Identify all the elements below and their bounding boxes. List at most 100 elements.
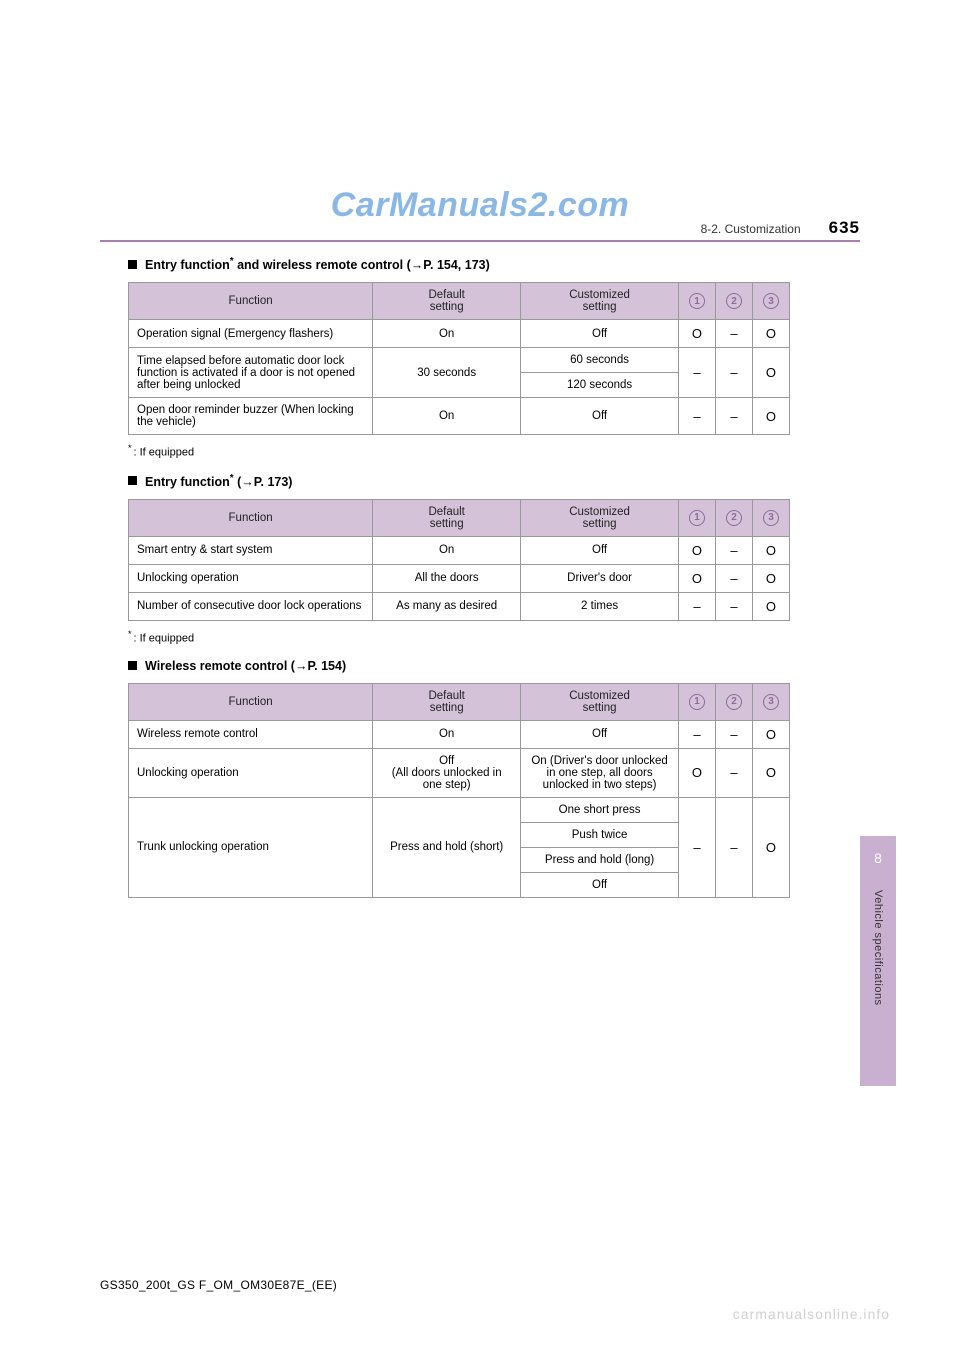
settings-table: FunctionDefaultsettingCustomizedsetting 1… bbox=[128, 282, 790, 435]
footnote: *: If equipped bbox=[128, 629, 860, 645]
cell-custom: Push twice bbox=[521, 822, 679, 847]
settings-table: FunctionDefaultsettingCustomizedsetting 1… bbox=[128, 683, 790, 898]
settings-table: FunctionDefaultsettingCustomizedsetting 1… bbox=[128, 499, 790, 621]
cell-indicator: O bbox=[752, 564, 789, 592]
table-row: Operation signal (Emergency flashers)On O… bbox=[129, 320, 790, 348]
cell-default: On bbox=[373, 320, 521, 348]
footer-code: GS350_200t_GS F_OM_OM30E87E_(EE) bbox=[100, 1278, 337, 1292]
col-function: Function bbox=[129, 499, 373, 536]
cell-indicator: – bbox=[679, 797, 716, 897]
col-custom: Customizedsetting bbox=[521, 683, 679, 720]
footnote: *: If equipped bbox=[128, 443, 860, 459]
table-row: Unlocking operationOff(All doors unlocke… bbox=[129, 748, 790, 797]
cell-indicator: – bbox=[715, 797, 752, 897]
cell-custom: Off bbox=[521, 720, 679, 748]
circle-number-icon: 3 bbox=[763, 694, 779, 710]
col-custom: Customizedsetting bbox=[521, 283, 679, 320]
cell-function: Operation signal (Emergency flashers) bbox=[129, 320, 373, 348]
section-title-text: Entry function* (→P. 173) bbox=[145, 473, 292, 489]
cell-indicator: O bbox=[752, 536, 789, 564]
table-row: Wireless remote controlOnOff––O bbox=[129, 720, 790, 748]
circle-number-icon: 1 bbox=[689, 694, 705, 710]
cell-indicator: O bbox=[752, 320, 789, 348]
side-tab-number: 8 bbox=[874, 850, 882, 866]
cell-indicator: – bbox=[679, 592, 716, 620]
cell-indicator: O bbox=[752, 348, 789, 398]
cell-indicator: O bbox=[679, 748, 716, 797]
cell-indicator: O bbox=[752, 398, 789, 435]
cell-custom: One short press bbox=[521, 797, 679, 822]
cell-custom: Off bbox=[521, 398, 679, 435]
cell-indicator: O bbox=[752, 592, 789, 620]
col-indicator-1: 1 bbox=[679, 283, 716, 320]
cell-indicator: – bbox=[715, 592, 752, 620]
table-row: Number of consecutive door lock operatio… bbox=[129, 592, 790, 620]
side-tab-label: Vehicle specifications bbox=[872, 890, 884, 1006]
circle-number-icon: 1 bbox=[689, 293, 705, 309]
section-title-text: Wireless remote control (→P. 154) bbox=[145, 659, 346, 673]
cell-indicator: O bbox=[679, 320, 716, 348]
table-row: Smart entry & start systemOnOffO–O bbox=[129, 536, 790, 564]
watermark-bottom: carmanualsonline.info bbox=[733, 1306, 890, 1322]
col-indicator-1: 1 bbox=[679, 499, 716, 536]
section-title: Entry function* and wireless remote cont… bbox=[128, 256, 860, 272]
circle-number-icon: 2 bbox=[726, 694, 742, 710]
cell-indicator: O bbox=[752, 748, 789, 797]
col-indicator-3: 3 bbox=[752, 499, 789, 536]
col-default: Defaultsetting bbox=[373, 683, 521, 720]
cell-default: Off(All doors unlocked in one step) bbox=[373, 748, 521, 797]
cell-indicator: – bbox=[679, 720, 716, 748]
bullet-icon bbox=[128, 661, 137, 670]
col-indicator-3: 3 bbox=[752, 683, 789, 720]
circle-number-icon: 1 bbox=[689, 510, 705, 526]
bullet-icon bbox=[128, 476, 137, 485]
section-title: Entry function* (→P. 173) bbox=[128, 473, 860, 489]
cell-indicator: – bbox=[679, 348, 716, 398]
table-row: Time elapsed before automatic door lock … bbox=[129, 348, 790, 373]
col-indicator-3: 3 bbox=[752, 283, 789, 320]
bullet-icon bbox=[128, 260, 137, 269]
cell-custom: Off bbox=[521, 536, 679, 564]
cell-indicator: – bbox=[715, 748, 752, 797]
col-indicator-2: 2 bbox=[715, 499, 752, 536]
cell-custom: On (Driver's door unlocked in one step, … bbox=[521, 748, 679, 797]
side-tab: 8 Vehicle specifications bbox=[860, 836, 896, 1086]
cell-indicator: O bbox=[679, 536, 716, 564]
page-number: 635 bbox=[829, 218, 860, 238]
circle-number-icon: 3 bbox=[763, 293, 779, 309]
breadcrumb: 8-2. Customization bbox=[701, 222, 801, 236]
page-header: 8-2. Customization 635 bbox=[100, 218, 860, 242]
cell-indicator: – bbox=[715, 720, 752, 748]
cell-default: On bbox=[373, 720, 521, 748]
cell-indicator: O bbox=[752, 797, 789, 897]
col-function: Function bbox=[129, 283, 373, 320]
cell-function: Time elapsed before automatic door lock … bbox=[129, 348, 373, 398]
cell-indicator: O bbox=[752, 720, 789, 748]
circle-number-icon: 2 bbox=[726, 510, 742, 526]
cell-custom: Press and hold (long) bbox=[521, 847, 679, 872]
cell-function: Number of consecutive door lock operatio… bbox=[129, 592, 373, 620]
cell-function: Trunk unlocking operation bbox=[129, 797, 373, 897]
table-row: Open door reminder buzzer (When locking … bbox=[129, 398, 790, 435]
col-function: Function bbox=[129, 683, 373, 720]
circle-number-icon: 2 bbox=[726, 293, 742, 309]
col-custom: Customizedsetting bbox=[521, 499, 679, 536]
cell-custom: 120 seconds bbox=[521, 373, 679, 398]
cell-function: Unlocking operation bbox=[129, 748, 373, 797]
col-indicator-2: 2 bbox=[715, 683, 752, 720]
cell-indicator: – bbox=[715, 536, 752, 564]
cell-indicator: – bbox=[715, 348, 752, 398]
section-title-text: Entry function* and wireless remote cont… bbox=[145, 256, 490, 272]
cell-custom: Off bbox=[521, 872, 679, 897]
cell-function: Open door reminder buzzer (When locking … bbox=[129, 398, 373, 435]
cell-function: Wireless remote control bbox=[129, 720, 373, 748]
cell-indicator: – bbox=[715, 398, 752, 435]
cell-default: As many as desired bbox=[373, 592, 521, 620]
cell-custom: Driver's door bbox=[521, 564, 679, 592]
col-indicator-1: 1 bbox=[679, 683, 716, 720]
page-content: 8-2. Customization 635 Entry function* a… bbox=[100, 218, 860, 902]
section-title: Wireless remote control (→P. 154) bbox=[128, 659, 860, 673]
col-default: Defaultsetting bbox=[373, 499, 521, 536]
col-default: Defaultsetting bbox=[373, 283, 521, 320]
cell-indicator: – bbox=[715, 564, 752, 592]
